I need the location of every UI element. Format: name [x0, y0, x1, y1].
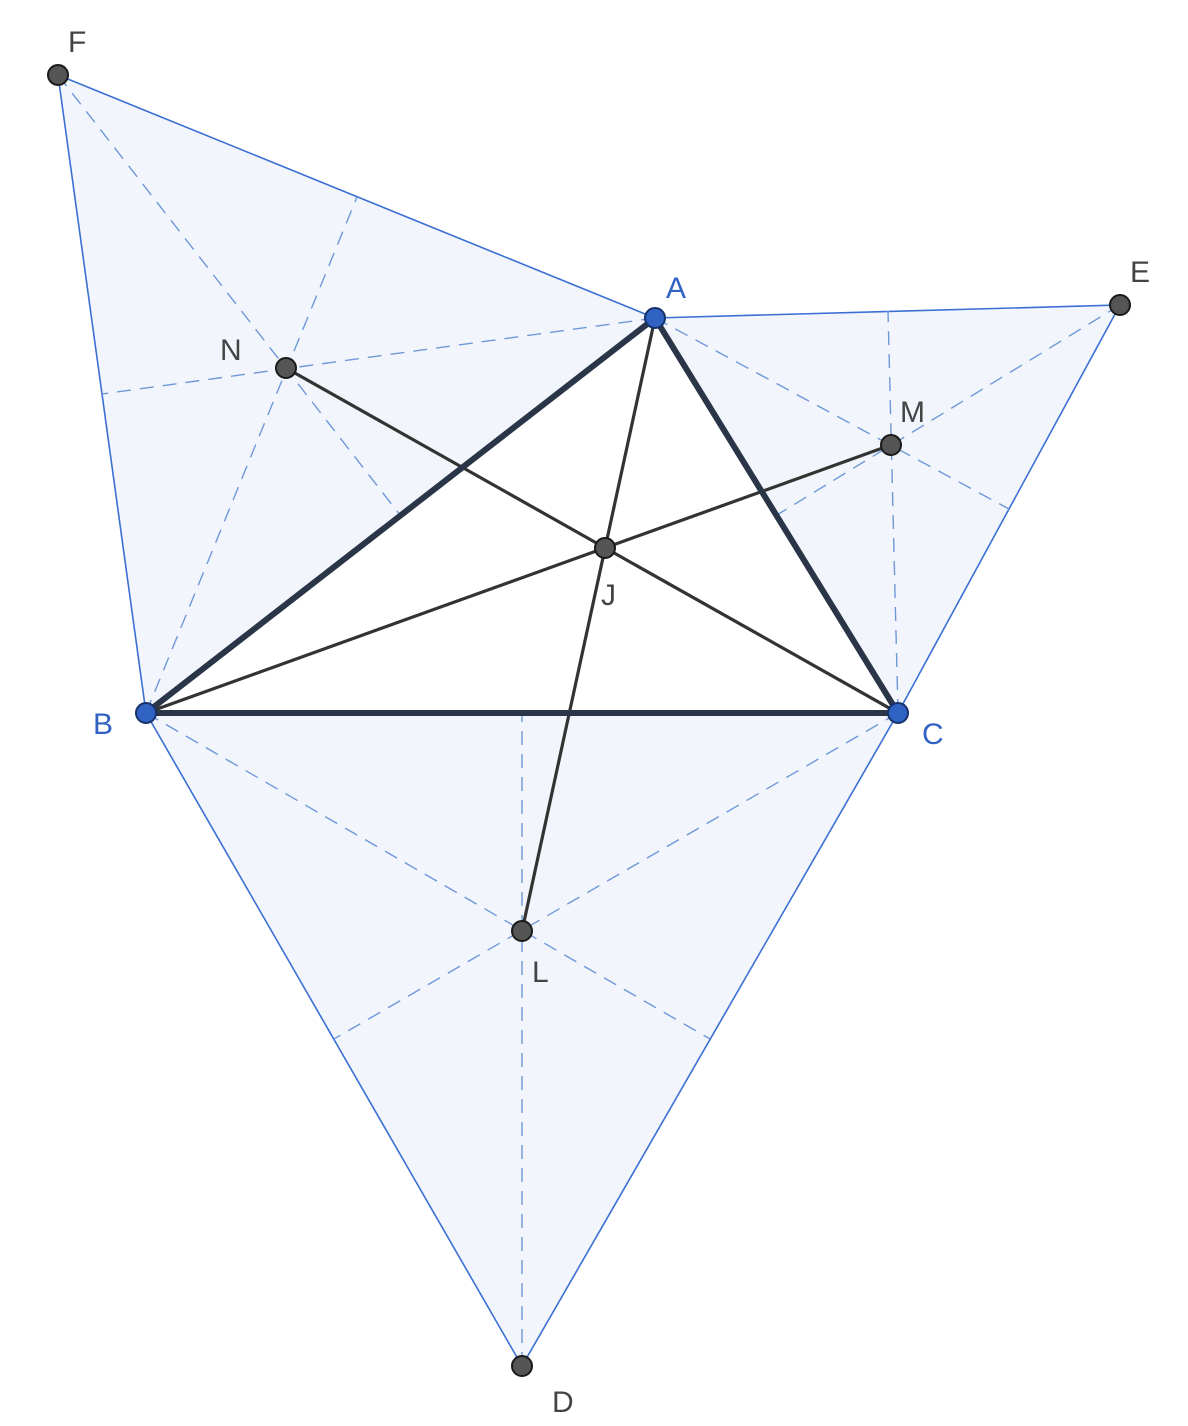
label-n: N	[220, 334, 242, 367]
label-m: M	[900, 396, 925, 429]
median-f-n	[57, 74, 401, 516]
triangle-abf-face	[58, 75, 655, 713]
point-l[interactable]	[511, 920, 533, 942]
point-m[interactable]	[880, 434, 902, 456]
segment-b-m	[145, 443, 892, 715]
label-e: E	[1130, 256, 1150, 289]
label-a: A	[666, 272, 686, 305]
label-b: B	[93, 708, 113, 741]
triangle-ace-face	[655, 305, 1120, 713]
point-j[interactable]	[594, 537, 616, 559]
median-e-m	[776, 304, 1121, 516]
point-a[interactable]	[644, 307, 666, 329]
point-c[interactable]	[887, 702, 909, 724]
point-n[interactable]	[275, 357, 297, 379]
segment-a-l	[520, 317, 657, 932]
label-l: L	[532, 956, 549, 989]
point-d[interactable]	[511, 1355, 533, 1377]
median-b-n	[145, 196, 358, 714]
median-c-l	[333, 712, 899, 1040]
label-f: F	[68, 26, 86, 59]
label-d: D	[552, 1386, 574, 1419]
median-c-m	[887, 310, 899, 714]
median-a-m	[654, 317, 1010, 510]
triangle-abc	[137, 313, 904, 716]
point-e[interactable]	[1109, 294, 1131, 316]
point-b[interactable]	[135, 702, 157, 724]
median-b-l	[145, 712, 711, 1040]
point-f[interactable]	[47, 64, 69, 86]
label-c: C	[922, 718, 944, 751]
label-j: J	[601, 579, 616, 612]
segment-n-c	[285, 366, 899, 715]
median-a-n	[101, 317, 656, 395]
